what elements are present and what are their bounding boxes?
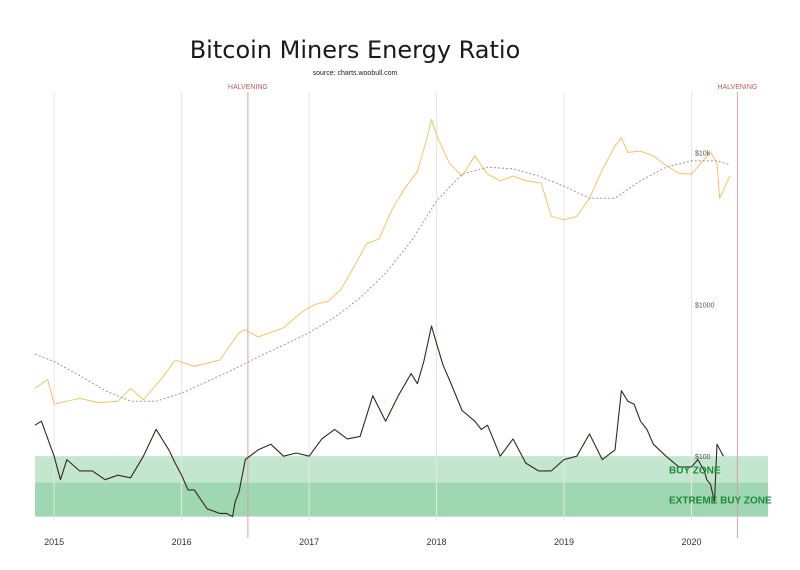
y-tick-label: $10k <box>695 150 711 157</box>
x-tick-label: 2019 <box>554 537 574 547</box>
chart-title: Bitcoin Miners Energy Ratio <box>189 36 521 64</box>
year-gridlines <box>53 92 693 520</box>
zone-bands <box>35 456 768 517</box>
y-tick-label: $100 <box>695 454 711 461</box>
price_avg-line <box>34 160 730 402</box>
x-axis-ticks: 2015 2016 2017 2018 2019 2020 <box>44 537 701 547</box>
price-line <box>34 118 731 405</box>
zone-labels: BUY ZONE EXTREME BUY ZONE <box>669 465 772 506</box>
x-tick-label: 2016 <box>172 537 192 547</box>
zone-label: BUY ZONE <box>669 465 721 476</box>
halving-label: HALVENING <box>228 84 268 91</box>
halving-label: HALVENING <box>717 84 757 91</box>
x-tick-label: 2018 <box>427 537 447 547</box>
chart-subtitle: source: charts.woobull.com <box>312 70 398 77</box>
series-lines <box>34 118 731 518</box>
halving-lines: HALVENING HALVENING <box>228 84 757 538</box>
y-axis-ticks: $10k $1000 $100 <box>695 150 715 461</box>
zone-band <box>35 456 768 483</box>
zone-band <box>35 482 768 517</box>
zone-label: EXTREME BUY ZONE <box>669 496 772 507</box>
y-tick-label: $1000 <box>695 302 715 309</box>
ratio-line <box>34 325 724 518</box>
x-tick-label: 2017 <box>299 537 319 547</box>
x-tick-label: 2015 <box>44 537 64 547</box>
x-tick-label: 2020 <box>681 537 701 547</box>
